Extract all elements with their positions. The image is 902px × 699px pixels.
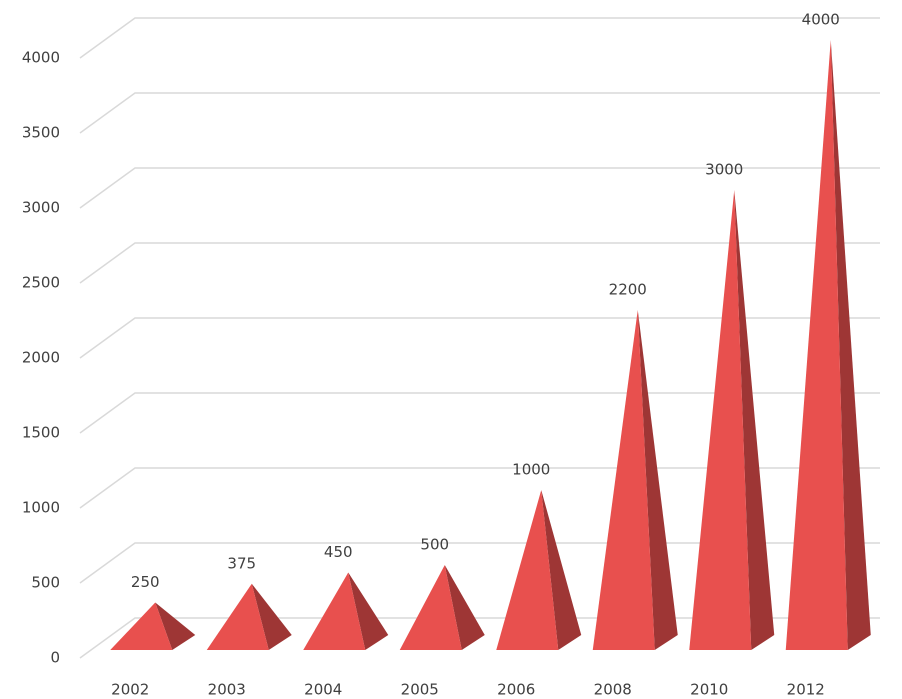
- x-tick-label: 2005: [401, 681, 439, 699]
- x-tick-label: 2008: [594, 681, 632, 699]
- value-label: 1000: [512, 461, 550, 479]
- pyramid-side: [251, 583, 292, 650]
- y-tick-label: 0: [50, 649, 60, 667]
- grid-line: [79, 92, 880, 134]
- grid-line: [79, 242, 880, 284]
- pyramid-front: [785, 40, 848, 650]
- value-label: 375: [227, 554, 256, 572]
- pyramid-side: [444, 565, 485, 650]
- y-tick-label: 500: [31, 574, 60, 592]
- pyramid-front: [110, 602, 173, 650]
- x-tick-label: 2002: [111, 681, 149, 699]
- value-label: 250: [131, 573, 160, 591]
- x-tick-label: 2003: [208, 681, 246, 699]
- value-label: 4000: [802, 11, 840, 29]
- x-tick-label: 2012: [787, 681, 825, 699]
- value-label: 2200: [609, 281, 647, 299]
- pyramid-side: [348, 572, 389, 650]
- value-label: 500: [420, 536, 449, 554]
- pyramid-front: [399, 565, 462, 650]
- pyramid-side: [155, 602, 196, 650]
- pyramid-front: [592, 310, 655, 650]
- value-label: 3000: [705, 161, 743, 179]
- pyramid-front: [206, 583, 269, 650]
- x-tick-label: 2006: [497, 681, 535, 699]
- y-tick-label: 3500: [22, 124, 60, 142]
- grid-line: [79, 17, 880, 59]
- pyramid-front: [303, 572, 366, 650]
- y-tick-label: 2500: [22, 274, 60, 292]
- y-tick-label: 1500: [22, 424, 60, 442]
- pyramid-side: [541, 490, 582, 650]
- grid-line: [79, 392, 880, 434]
- y-tick-label: 2000: [22, 349, 60, 367]
- y-tick-label: 3000: [22, 199, 60, 217]
- y-tick-label: 1000: [22, 499, 60, 517]
- pyramid-side: [734, 190, 775, 650]
- pyramid-side: [830, 40, 871, 650]
- grid-line: [79, 167, 880, 209]
- pyramid-front: [689, 190, 752, 650]
- x-tick-label: 2010: [690, 681, 728, 699]
- grid-line: [79, 317, 880, 359]
- value-label: 450: [324, 543, 353, 561]
- pyramid-front: [496, 490, 559, 650]
- pyramid-side: [637, 310, 678, 650]
- y-tick-label: 4000: [22, 49, 60, 67]
- x-tick-label: 2004: [304, 681, 342, 699]
